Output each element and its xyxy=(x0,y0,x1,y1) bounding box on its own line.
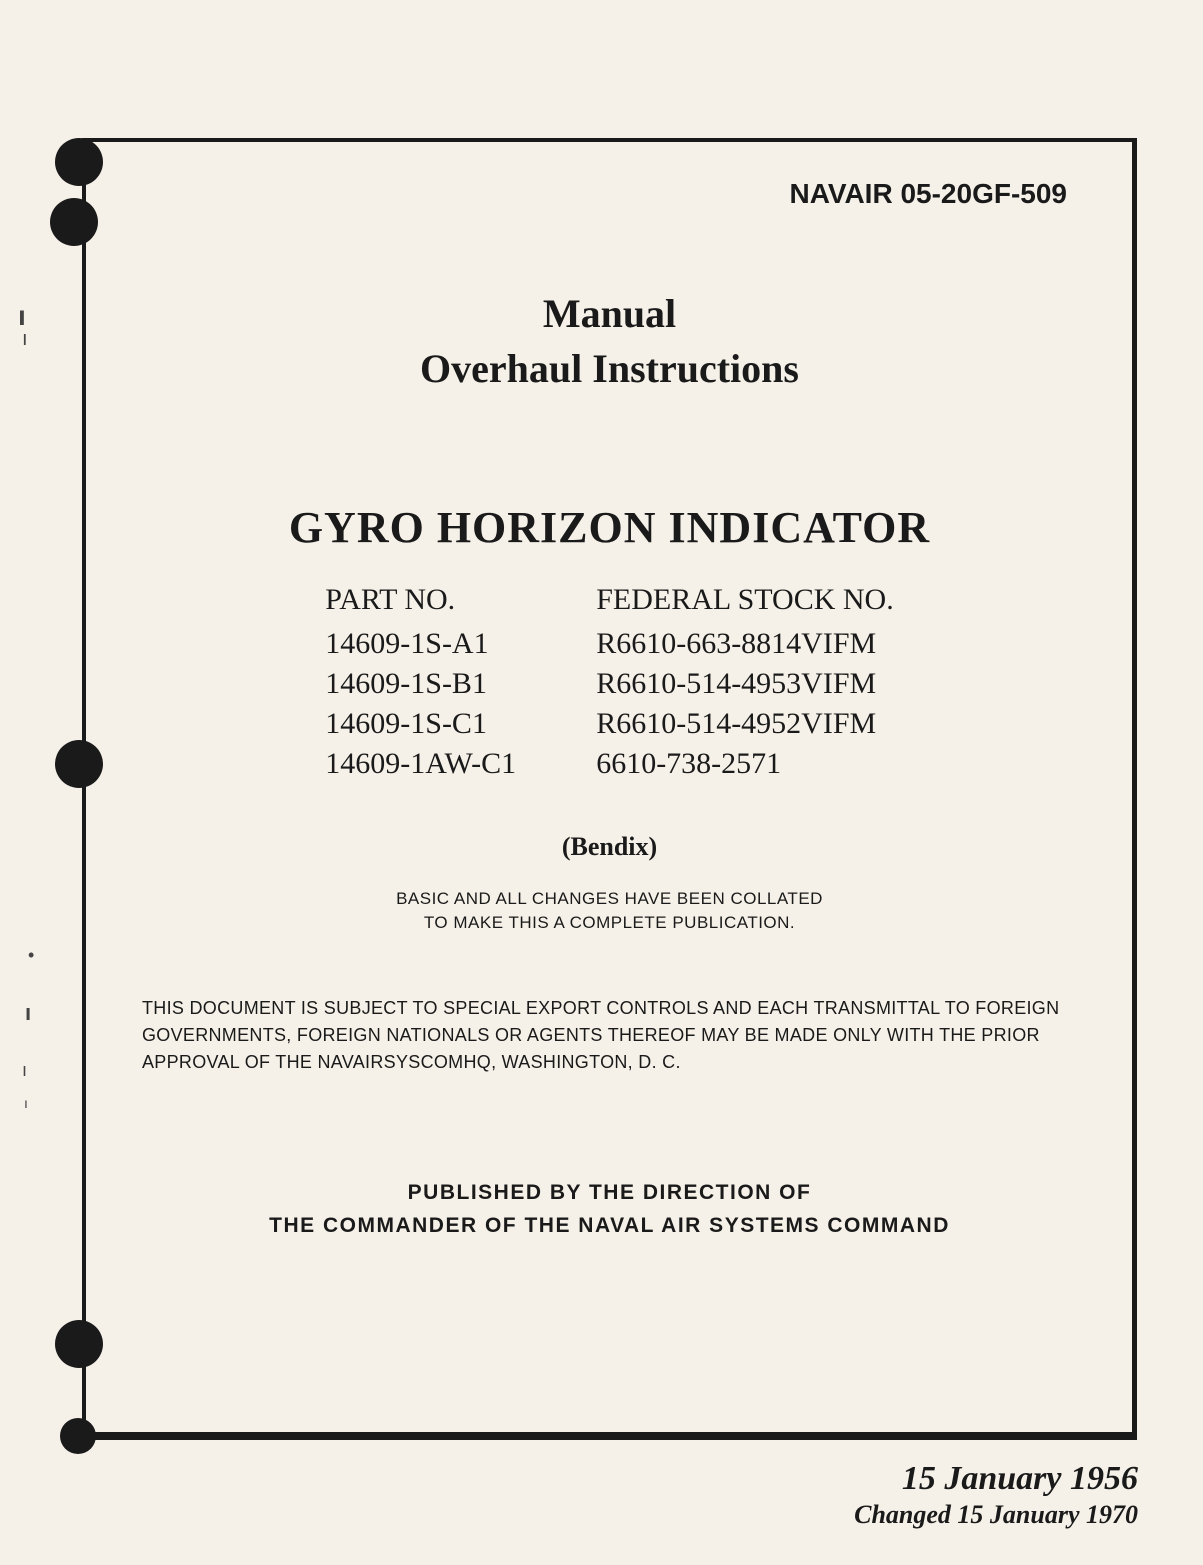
collation-note: BASIC AND ALL CHANGES HAVE BEEN COLLATED… xyxy=(132,887,1087,935)
part-number-column: PART NO. 14609-1S-A1 14609-1S-B1 14609-1… xyxy=(325,583,516,787)
stock-number: R6610-663-8814VIFM xyxy=(596,627,894,661)
part-header: PART NO. xyxy=(325,583,516,617)
stock-header: FEDERAL STOCK NO. xyxy=(596,583,894,617)
part-number: 14609-1AW-C1 xyxy=(325,747,516,781)
changed-date: Changed 15 January 1970 xyxy=(854,1500,1138,1530)
scan-artifact: • xyxy=(28,945,34,966)
export-control-notice: THIS DOCUMENT IS SUBJECT TO SPECIAL EXPO… xyxy=(132,995,1087,1076)
publisher-line-2: THE COMMANDER OF THE NAVAL AIR SYSTEMS C… xyxy=(132,1209,1087,1243)
title-line-2: Overhaul Instructions xyxy=(132,345,1087,392)
original-date: 15 January 1956 xyxy=(854,1460,1138,1498)
collation-line-2: TO MAKE THIS A COMPLETE PUBLICATION. xyxy=(132,911,1087,935)
collation-line-1: BASIC AND ALL CHANGES HAVE BEEN COLLATED xyxy=(132,887,1087,911)
title-block: Manual Overhaul Instructions xyxy=(132,290,1087,392)
part-number: 14609-1S-B1 xyxy=(325,667,516,701)
scan-artifact: ı xyxy=(25,1000,31,1026)
parts-table: PART NO. 14609-1S-A1 14609-1S-B1 14609-1… xyxy=(132,583,1087,787)
dates-block: 15 January 1956 Changed 15 January 1970 xyxy=(854,1460,1138,1530)
manufacturer: (Bendix) xyxy=(132,832,1087,862)
document-page: ı ı • ı ı ı NAVAIR 05-20GF-509 Manual Ov… xyxy=(0,0,1203,1565)
subject-title: GYRO HORIZON INDICATOR xyxy=(132,502,1087,553)
scan-artifact: ı xyxy=(22,328,28,351)
stock-number: R6610-514-4953VIFM xyxy=(596,667,894,701)
part-number: 14609-1S-A1 xyxy=(325,627,516,661)
stock-number-column: FEDERAL STOCK NO. R6610-663-8814VIFM R66… xyxy=(596,583,894,787)
stock-number: 6610-738-2571 xyxy=(596,747,894,781)
publisher-line-1: PUBLISHED BY THE DIRECTION OF xyxy=(132,1176,1087,1210)
scan-artifact: ı xyxy=(24,1095,28,1111)
stock-number: R6610-514-4952VIFM xyxy=(596,707,894,741)
page-border-bottom xyxy=(82,1432,1137,1440)
publisher-block: PUBLISHED BY THE DIRECTION OF THE COMMAN… xyxy=(132,1176,1087,1243)
title-line-1: Manual xyxy=(132,290,1087,337)
scan-artifact: ı xyxy=(22,1060,27,1081)
document-number: NAVAIR 05-20GF-509 xyxy=(132,178,1067,210)
part-number: 14609-1S-C1 xyxy=(325,707,516,741)
content-area: NAVAIR 05-20GF-509 Manual Overhaul Instr… xyxy=(82,138,1137,1283)
